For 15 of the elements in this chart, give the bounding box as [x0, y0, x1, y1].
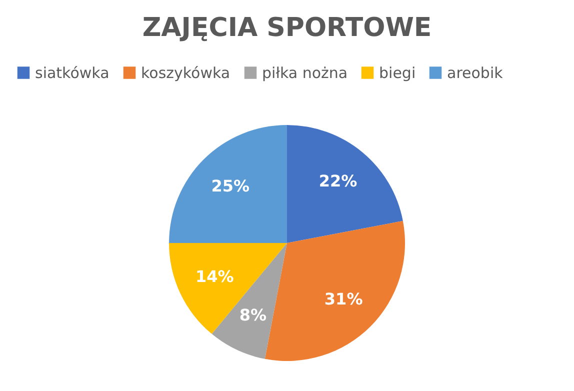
legend-label: siatkówka — [35, 64, 110, 82]
legend-label: areobik — [447, 64, 504, 82]
pie-slice — [169, 243, 287, 334]
pie-slice — [264, 220, 405, 361]
legend-label: biegi — [379, 64, 416, 82]
pie-slice — [287, 125, 403, 243]
data-label: 14% — [195, 267, 234, 286]
legend-label: koszykówka — [141, 64, 230, 82]
data-label: 31% — [324, 290, 363, 309]
pie-slice — [169, 125, 287, 243]
data-label: 22% — [318, 171, 358, 190]
data-label: 25% — [211, 176, 250, 196]
chart-title: ZAJĘCIA SPORTOWE — [142, 13, 432, 43]
data-label: 8% — [239, 305, 267, 324]
legend-label: piłka nożna — [262, 64, 348, 82]
